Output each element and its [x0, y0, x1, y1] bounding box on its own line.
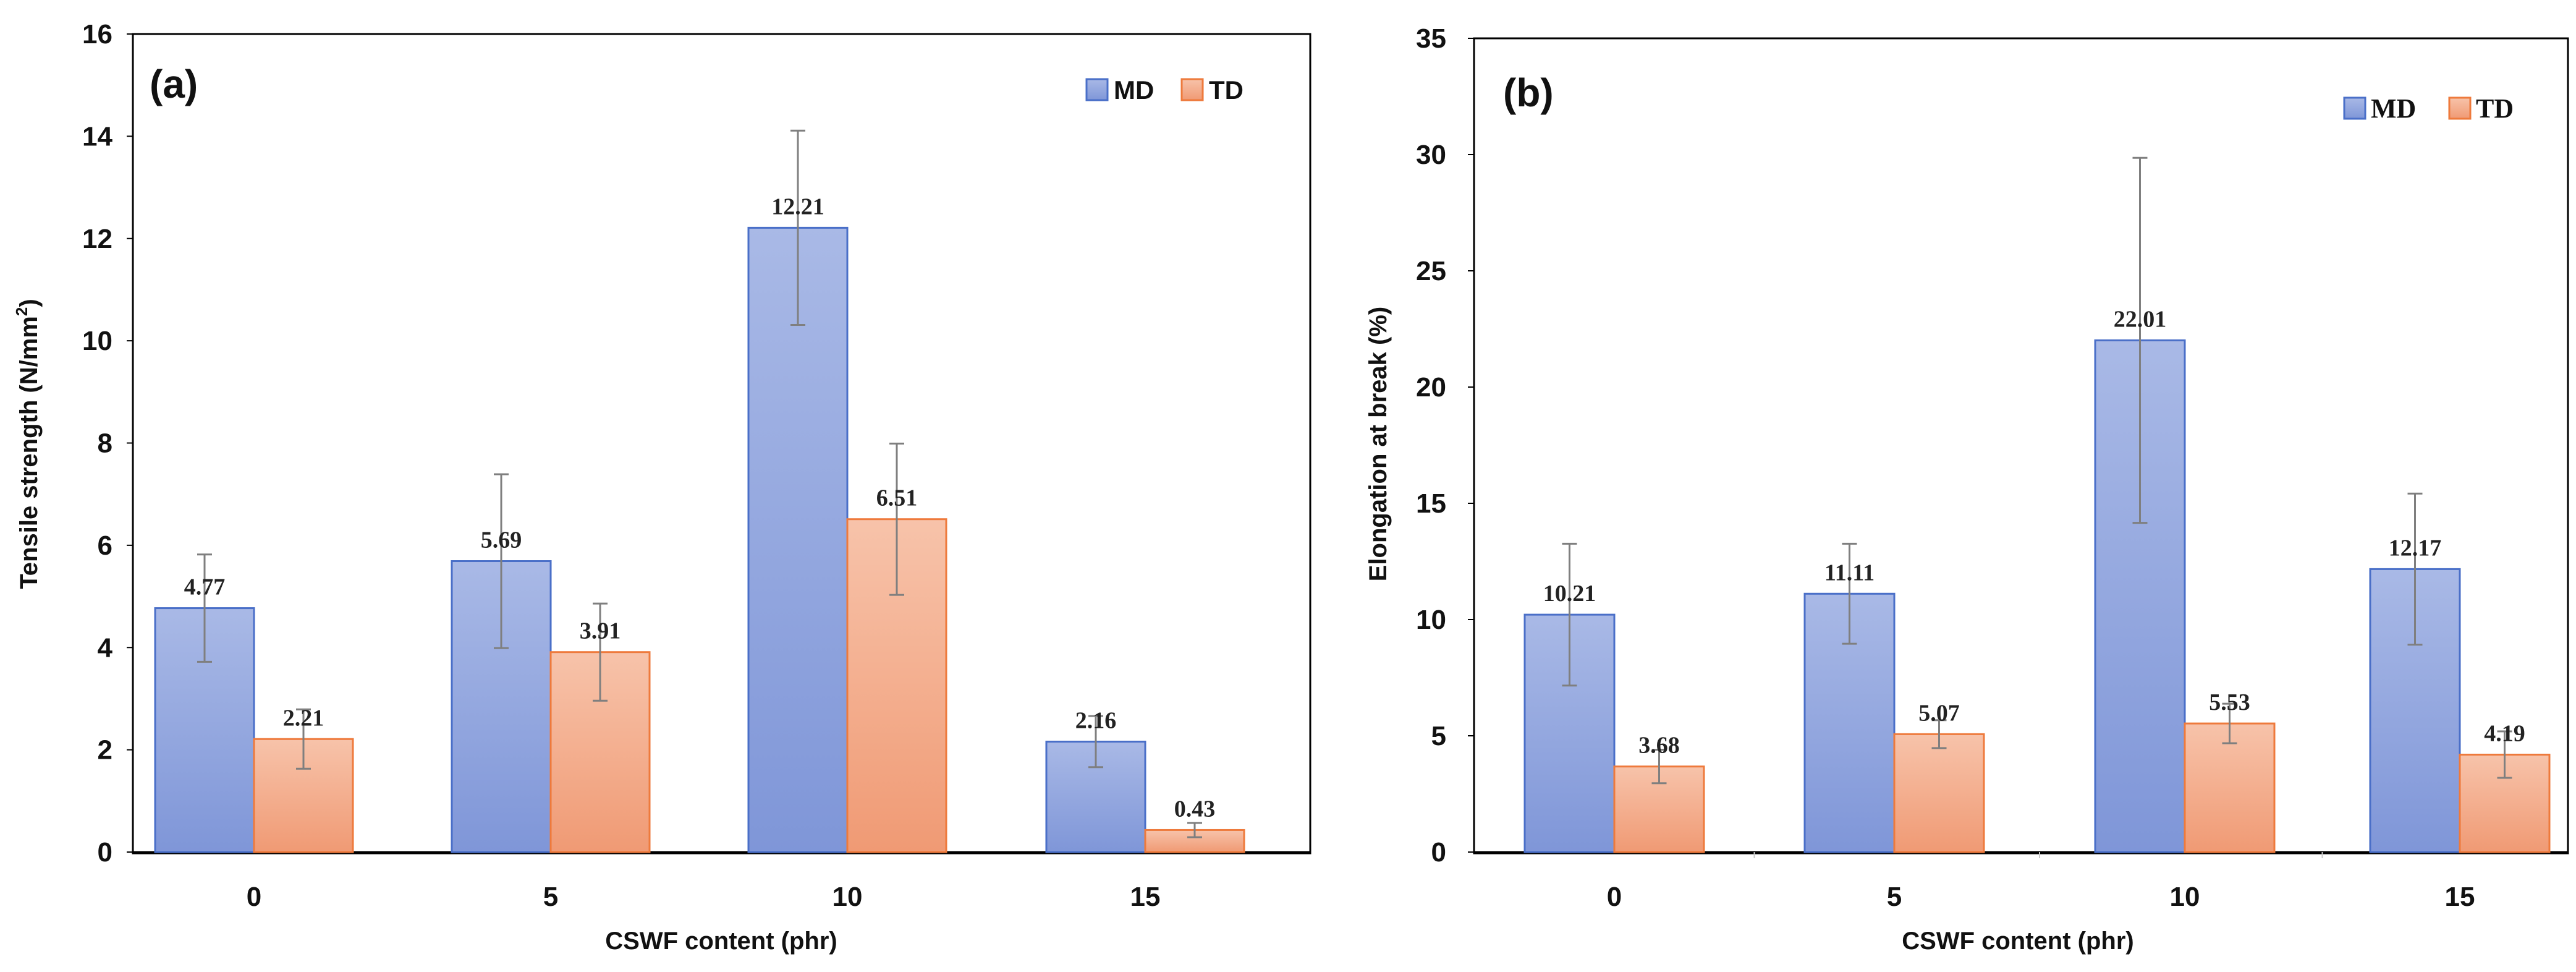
y-tick-label-b: 5: [1431, 721, 1446, 751]
data-label-md-a: 2.16: [1075, 707, 1117, 733]
data-label-md-b: 11.11: [1824, 560, 1875, 586]
error-bar-md-a: [1088, 715, 1103, 769]
y-tick-label-b: 30: [1416, 140, 1446, 170]
error-bar-td-a: [889, 442, 904, 596]
bar-td-b: [1613, 765, 1705, 853]
chart-panel-a: (a) 0 2 4 6 8 10 12 14 16 0 5 10 15 4.77 5.69 12.21 2.1…: [12, 19, 1311, 955]
data-label-td-b: 5.53: [2209, 689, 2250, 715]
y-tick-label-b: 25: [1416, 256, 1446, 286]
error-bar-td-a: [1187, 822, 1202, 838]
data-label-td-a: 6.51: [876, 485, 918, 511]
legend-label-td-b: TD: [2476, 93, 2514, 124]
axes-a: 0 2 4 6 8 10 12 14 16 0 5 10 15: [82, 19, 1310, 912]
y-tick-label-b: 15: [1416, 488, 1446, 519]
bar-td-b: [2184, 722, 2276, 853]
legend-swatch-td-a: [1180, 78, 1204, 101]
plot-frame-b: [1473, 37, 2569, 855]
chart-panel-b: (b) 0 5 10 15 20 25 30 35 0 5 10 15 10.21 11.11 22.01…: [1365, 23, 2569, 955]
data-label-td-a: 3.91: [580, 618, 621, 644]
error-bar-md-b: [1842, 542, 1857, 645]
data-label-md-a: 12.21: [771, 194, 824, 220]
data-label-td-a: 0.43: [1174, 796, 1216, 822]
y-axis-title-a-end: ): [15, 299, 43, 307]
y-tick-label-a: 10: [82, 326, 112, 356]
y-tick-label-a: 12: [82, 224, 112, 254]
y-axis-title-a-sup: 2: [12, 307, 31, 316]
error-bar-md-b: [1562, 542, 1577, 687]
legend-label-md-a: MD: [1114, 75, 1154, 104]
error-bar-td-b: [1931, 719, 1947, 749]
x-tick-label-a: 15: [1130, 882, 1161, 912]
y-axis-title-b: Elongation at break (%): [1365, 307, 1392, 582]
data-label-md-b: 10.21: [1543, 581, 1596, 607]
legend-swatch-td-b: [2448, 96, 2472, 120]
legend-b: MD TD: [2343, 93, 2514, 124]
y-tick-label-b: 10: [1416, 605, 1446, 635]
x-tick-label-b: 0: [1607, 882, 1622, 912]
error-bar-md-a: [494, 473, 509, 649]
y-tick-label-b: 35: [1416, 23, 1446, 54]
legend-swatch-md-b: [2343, 96, 2366, 120]
error-bar-td-a: [593, 602, 608, 702]
y-tick-label-a: 6: [98, 531, 112, 561]
y-tick-label-a: 2: [98, 735, 112, 765]
y-tick-label-b: 0: [1431, 837, 1446, 868]
error-bar-md-a: [197, 553, 212, 663]
data-label-td-a: 2.21: [283, 705, 324, 731]
bar-md-a: [747, 226, 849, 853]
error-bar-td-b: [1651, 749, 1667, 785]
y-axis-title-a: Tensile strength (N/mm2): [12, 299, 43, 589]
legend-label-td-a: TD: [1209, 75, 1244, 104]
bars-a: 4.77 5.69 12.21 2.16 2.21 3.91 6.51 0.43: [154, 129, 1245, 853]
data-label-td-b: 3.68: [1638, 733, 1680, 759]
error-bar-td-b: [2222, 702, 2237, 744]
error-bar-td-b: [2497, 730, 2512, 779]
data-label-md-a: 5.69: [481, 527, 522, 553]
data-label-md-b: 22.01: [2114, 306, 2167, 332]
data-label-md-b: 12.17: [2389, 535, 2442, 561]
data-label-md-a: 4.77: [184, 574, 226, 600]
panel-label-a: (a): [150, 62, 198, 106]
legend-label-md-b: MD: [2371, 93, 2416, 124]
x-tick-label-a: 10: [833, 882, 863, 912]
x-tick-label-b: 10: [2170, 882, 2200, 912]
legend-a: MD TD: [1085, 75, 1244, 104]
error-bar-td-a: [296, 708, 311, 770]
x-tick-label-a: 0: [247, 882, 261, 912]
panel-label-b: (b): [1503, 70, 1554, 115]
y-axis-title-a-main: Tensile strength (N/mm: [15, 316, 43, 589]
error-bar-md-b: [2407, 492, 2423, 646]
x-axis-title-a: CSWF content (phr): [605, 927, 837, 955]
y-tick-label-a: 0: [98, 837, 112, 868]
y-tick-label-a: 16: [82, 19, 112, 49]
y-tick-label-b: 20: [1416, 372, 1446, 403]
bar-td-b: [1893, 733, 1985, 853]
data-label-td-b: 4.19: [2484, 720, 2525, 746]
x-tick-label-a: 5: [543, 882, 558, 912]
error-bar-md-b: [2132, 156, 2148, 524]
y-tick-label-a: 4: [98, 633, 113, 663]
x-tick-label-b: 5: [1887, 882, 1902, 912]
y-tick-label-a: 14: [82, 121, 112, 151]
data-label-td-b: 5.07: [1918, 700, 1960, 726]
bars-b: 10.21 11.11 22.01 12.17 3.68 5.07 5.53 4.19: [1523, 156, 2551, 853]
error-bar-md-a: [790, 129, 805, 326]
x-tick-label-b: 15: [2445, 882, 2475, 912]
legend-swatch-md-a: [1085, 78, 1109, 101]
y-tick-label-a: 8: [98, 428, 112, 459]
x-axis-title-b: CSWF content (phr): [1902, 927, 2134, 955]
